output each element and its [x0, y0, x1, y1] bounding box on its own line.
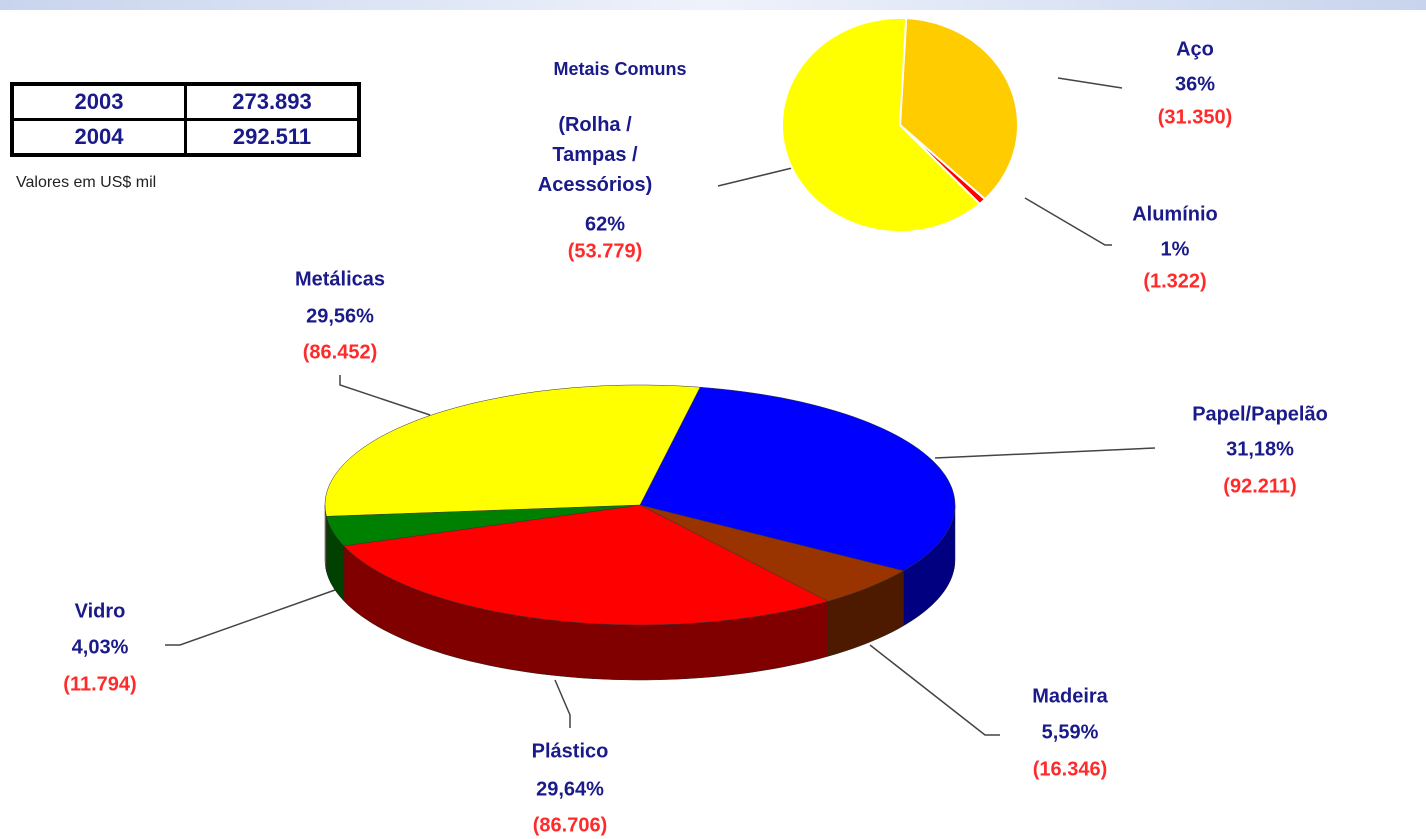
slice-value-label: 5,59% [1042, 721, 1099, 743]
top-band [0, 0, 1426, 10]
slice-amount-label: (92.211) [1223, 475, 1296, 497]
slice-value-label: 1% [1161, 238, 1190, 260]
slice-amount-label: (31.350) [1158, 106, 1233, 128]
table-row: 2003 273.893 [10, 82, 361, 121]
small-pie-title: Metais Comuns [553, 59, 686, 79]
slice-value-label: 36% [1175, 73, 1215, 95]
slice-value-label: 4,03% [72, 636, 129, 658]
slice-label: Madeira [1032, 685, 1108, 707]
slice-amount-label: (86.452) [303, 341, 378, 363]
slice [343, 504, 829, 626]
slice-amount-label: (1.322) [1143, 270, 1206, 292]
slice [639, 386, 956, 572]
slice [898, 17, 1020, 201]
cell: 292.511 [184, 118, 361, 157]
slice-amount-label: (53.779) [568, 240, 643, 262]
leader [339, 375, 431, 416]
cell: 2004 [10, 118, 187, 157]
slice-amount-label: (11.794) [63, 673, 136, 695]
slice [639, 504, 905, 602]
leader [717, 167, 793, 187]
slice-label: Aço [1176, 38, 1214, 60]
slice-value-label: 29,64% [536, 778, 604, 800]
slice-value-label: 29,56% [306, 305, 374, 327]
slice-amount-label: (16.346) [1033, 758, 1108, 780]
slice-amount-label: (86.706) [533, 814, 608, 836]
slice [324, 384, 701, 517]
slice-value-label: 31,18% [1226, 438, 1294, 460]
table-row: 2004 292.511 [10, 118, 361, 157]
cell: 2003 [10, 82, 187, 121]
leader [165, 589, 336, 646]
table: 2003 273.893 2004 292.511 [10, 82, 361, 157]
slice-value-label: 62% [585, 213, 625, 235]
leader [934, 447, 1156, 459]
slice-label: Vidro [75, 600, 126, 622]
leader [1024, 197, 1112, 246]
cell: 273.893 [184, 82, 361, 121]
slice-label: (Rolha / Tampas / Acessórios) [537, 114, 653, 196]
slice-label: Papel/Papelão [1192, 403, 1328, 425]
slice-label: Plástico [532, 740, 609, 762]
leader [554, 679, 571, 728]
leader [869, 644, 1000, 736]
slice [781, 17, 982, 233]
slice [326, 504, 641, 547]
slice-label: Metálicas [295, 268, 385, 290]
slice-label: Alumínio [1132, 203, 1218, 225]
leader [1057, 77, 1123, 89]
note: Valores em US$ mil [16, 174, 157, 191]
